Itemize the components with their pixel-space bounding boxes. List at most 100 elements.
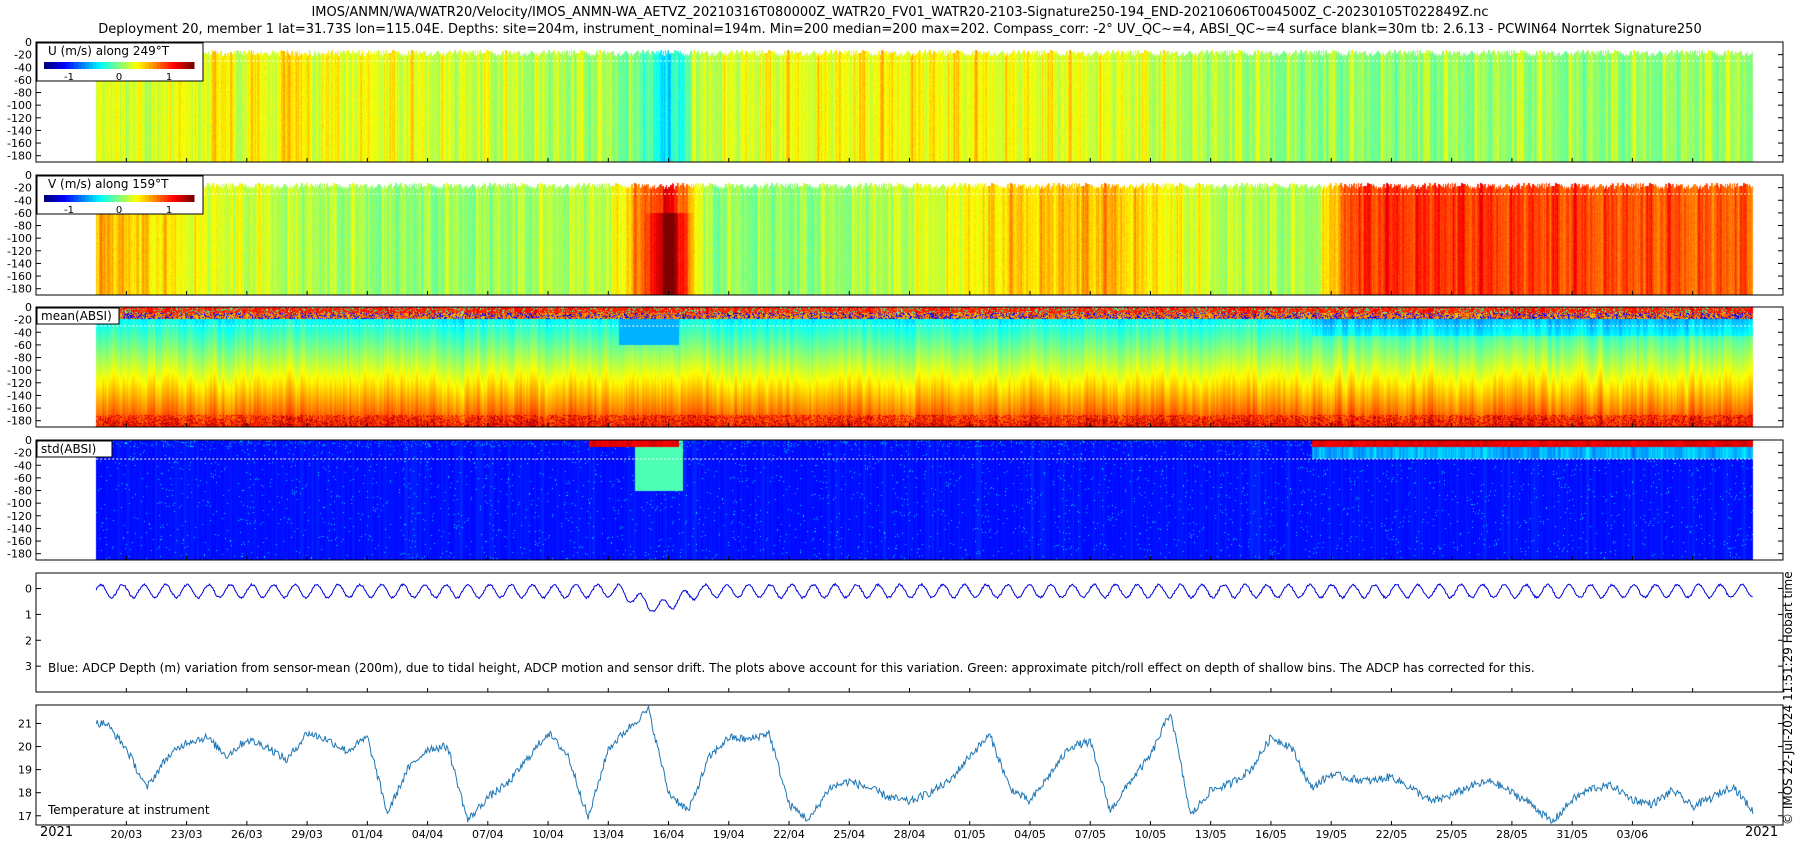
colorbar-tick-label: 1 xyxy=(166,205,172,216)
colorbar-segment xyxy=(100,195,105,202)
colorbar-segment xyxy=(96,62,101,69)
u-velocity-heatmap xyxy=(36,42,1783,162)
std-absi-panel-frame xyxy=(35,439,1784,561)
x-start-year-label: 2021 xyxy=(40,825,73,840)
x-tick-label: 16/04 xyxy=(653,828,685,841)
x-tick-label: 16/05 xyxy=(1255,828,1287,841)
y-tick-label: -140 xyxy=(7,522,32,535)
colorbar-segment xyxy=(104,62,109,69)
colorbar-segment xyxy=(156,62,161,69)
y-tick-label: -20 xyxy=(14,314,32,327)
colorbar-segment xyxy=(171,195,176,202)
y-tick-label: 21 xyxy=(18,717,32,730)
colorbar-segment xyxy=(141,62,146,69)
x-tick-label: 20/03 xyxy=(111,828,143,841)
colorbar-segment xyxy=(186,62,191,69)
colorbar-segment xyxy=(55,195,60,202)
blue-depth-line xyxy=(95,582,1753,612)
temperature-annotation: Temperature at instrument xyxy=(47,803,210,817)
std-absi-panel-axes: 0-20-40-60-80-100-120-140-160-180 xyxy=(7,434,1784,561)
colorbar-segment xyxy=(107,195,112,202)
colorbar-segment xyxy=(62,195,67,202)
colorbar-segment xyxy=(149,62,154,69)
colorbar-segment xyxy=(89,195,94,202)
y-tick-label: -80 xyxy=(14,352,32,365)
y-tick-label: -140 xyxy=(7,124,32,137)
colorbar-segment xyxy=(152,195,157,202)
colorbar-segment xyxy=(115,62,120,69)
x-tick-label: 13/05 xyxy=(1195,828,1227,841)
colorbar-segment xyxy=(66,62,71,69)
legend-label: U (m/s) along 249°T xyxy=(48,44,170,58)
mean-absi-panel-frame xyxy=(35,306,1784,428)
x-tick-label: 04/05 xyxy=(1014,828,1046,841)
colorbar-segment xyxy=(164,195,169,202)
legend-mean-absi-panel: mean(ABSI) xyxy=(36,307,120,325)
colorbar-segment xyxy=(96,195,101,202)
y-tick-label: -60 xyxy=(14,207,32,220)
y-tick-label: -80 xyxy=(14,485,32,498)
colorbar-tick-label: 0 xyxy=(116,205,122,216)
colorbar-tick-label: -1 xyxy=(64,205,74,216)
y-tick-label: -20 xyxy=(14,182,32,195)
y-tick-label: -180 xyxy=(7,150,32,163)
colorbar-segment xyxy=(141,195,146,202)
y-tick-label: -160 xyxy=(7,137,32,150)
y-tick-label: 1 xyxy=(25,608,32,621)
colorbar-segment xyxy=(182,195,187,202)
legend-label: V (m/s) along 159°T xyxy=(48,177,169,191)
depth-annotation: Blue: ADCP Depth (m) variation from sens… xyxy=(48,661,1535,675)
x-tick-label: 03/06 xyxy=(1617,828,1649,841)
colorbar-segment xyxy=(85,195,90,202)
y-tick-label: 20 xyxy=(18,741,32,754)
y-tick-label: -160 xyxy=(7,402,32,415)
colorbar-segment xyxy=(81,195,86,202)
colorbar-segment xyxy=(107,62,112,69)
y-tick-label: -80 xyxy=(14,220,32,233)
y-tick-label: -180 xyxy=(7,283,32,296)
colorbar-segment xyxy=(179,62,184,69)
y-tick-label: -20 xyxy=(14,447,32,460)
y-tick-label: -120 xyxy=(7,112,32,125)
x-tick-label: 01/04 xyxy=(351,828,383,841)
y-tick-label: 0 xyxy=(25,169,32,182)
legend-std-absi-panel: std(ABSI) xyxy=(36,440,113,458)
colorbar-segment xyxy=(130,62,135,69)
y-tick-label: 18 xyxy=(18,787,32,800)
chart-subtitle-deployment: Deployment 20, member 1 lat=31.73S lon=1… xyxy=(98,22,1702,37)
x-tick-label: 23/03 xyxy=(171,828,203,841)
colorbar-segment xyxy=(85,62,90,69)
y-tick-label: 0 xyxy=(25,301,32,314)
x-tick-label: 22/05 xyxy=(1376,828,1408,841)
legend-box xyxy=(36,440,113,458)
y-tick-label: -60 xyxy=(14,472,32,485)
y-tick-label: -60 xyxy=(14,74,32,87)
colorbar-segment xyxy=(111,62,116,69)
colorbar-segment xyxy=(44,62,49,69)
colorbar-segment xyxy=(74,62,79,69)
colorbar-segment xyxy=(92,62,97,69)
colorbar-segment xyxy=(59,62,64,69)
y-tick-label: -160 xyxy=(7,535,32,548)
x-tick-label: 07/05 xyxy=(1074,828,1106,841)
colorbar-segment xyxy=(55,62,60,69)
colorbar-segment xyxy=(130,195,135,202)
colorbar-segment xyxy=(47,62,52,69)
x-tick-label: 04/04 xyxy=(412,828,444,841)
colorbar-segment xyxy=(81,62,86,69)
y-tick-label: -180 xyxy=(7,548,32,561)
legend-u-panel: U (m/s) along 249°T -1 0 1 xyxy=(36,42,204,83)
y-tick-label: -80 xyxy=(14,87,32,100)
colorbar-segment xyxy=(175,62,180,69)
temperature-line xyxy=(95,705,1754,824)
x-tick-label: 28/04 xyxy=(894,828,926,841)
x-tick-label: 31/05 xyxy=(1556,828,1588,841)
colorbar-segment xyxy=(152,62,157,69)
x-tick-label: 29/03 xyxy=(291,828,323,841)
mean-absi-heatmap xyxy=(36,307,1783,427)
colorbar-segment xyxy=(156,195,161,202)
x-tick-label: 26/03 xyxy=(231,828,263,841)
copyright-text: © IMOS 22-Jul-2024 11:51:29 Hobart time xyxy=(1781,571,1795,825)
y-tick-label: -40 xyxy=(14,61,32,74)
colorbar-segment xyxy=(122,62,127,69)
